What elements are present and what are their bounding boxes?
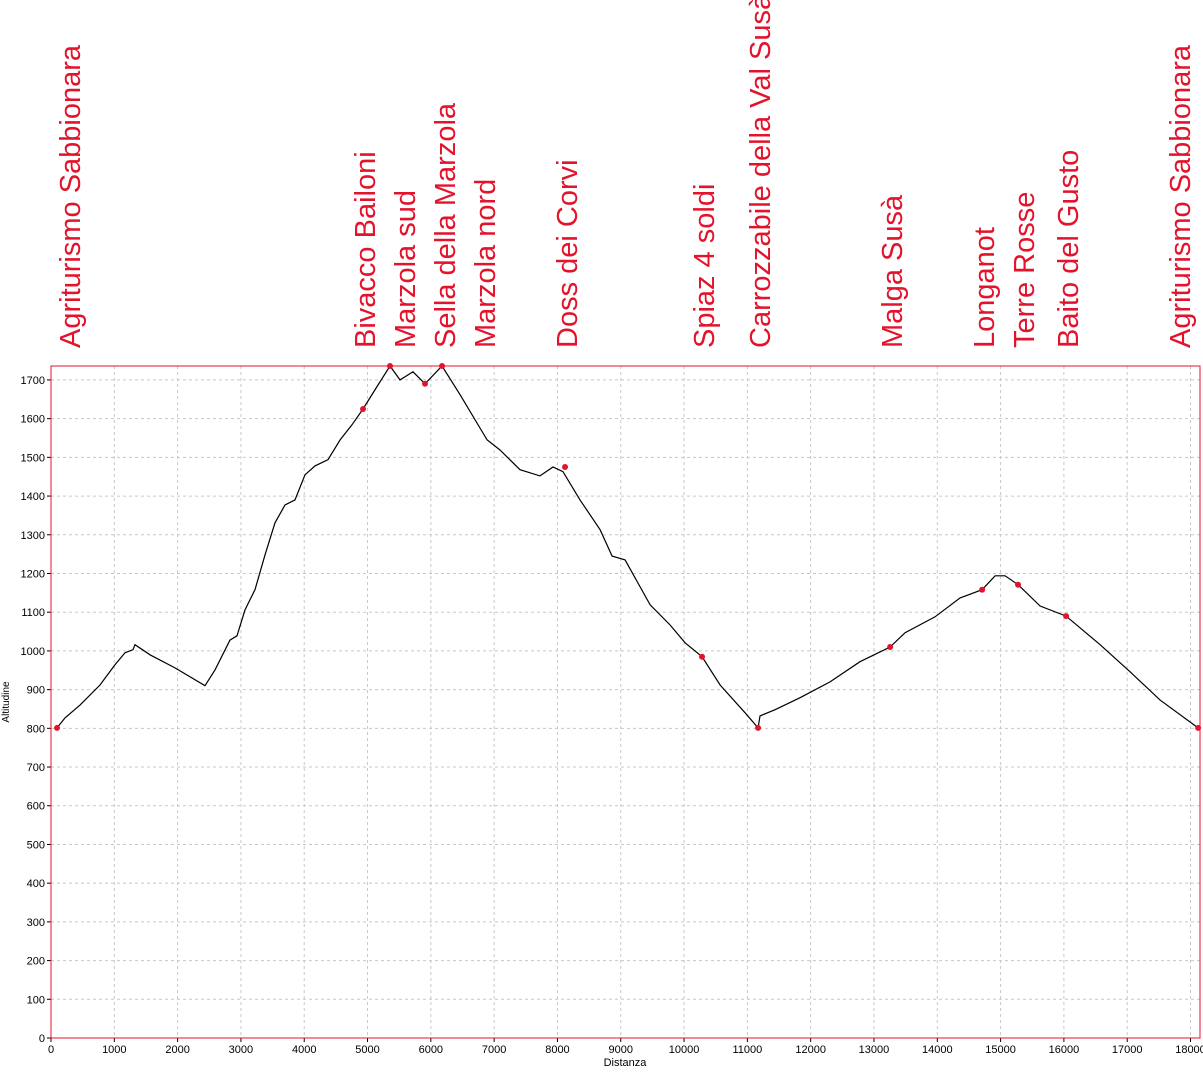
waypoint-dot — [1195, 724, 1202, 731]
y-tick-label: 1100 — [21, 607, 45, 619]
plot-border — [50, 365, 1201, 1039]
waypoint-dot — [562, 464, 569, 471]
waypoint-dot — [1063, 613, 1070, 620]
waypoint-label: Baito del Gusto — [1053, 150, 1085, 348]
y-tick-label: 1000 — [21, 646, 45, 658]
x-tick-label: 8000 — [545, 1044, 569, 1056]
y-tick-label: 0 — [39, 1033, 45, 1045]
y-tick-label: 800 — [27, 723, 45, 735]
waypoint-dot — [887, 644, 894, 651]
waypoint-dot — [755, 724, 762, 731]
y-tick-label: 700 — [27, 762, 45, 774]
waypoint-label: Agriturismo Sabbionara — [55, 44, 87, 348]
y-tick-label: 600 — [27, 801, 45, 813]
waypoint-dot — [1015, 581, 1022, 588]
waypoint-label: Sella della Marzola — [430, 102, 462, 348]
y-tick-label: 1500 — [21, 452, 45, 464]
x-tick-label: 14000 — [922, 1044, 953, 1056]
profile-line — [56, 364, 1199, 730]
waypoint-dot — [360, 405, 367, 412]
y-tick-label: 500 — [27, 839, 45, 851]
waypoint-dot — [699, 653, 706, 660]
x-tick-label: 2000 — [165, 1044, 189, 1056]
x-tick-label: 16000 — [1049, 1044, 1080, 1056]
y-axis-label: Altitudine — [1, 681, 12, 723]
y-tick-label: 1200 — [21, 568, 45, 580]
y-tick-label: 400 — [27, 878, 45, 890]
y-tick-label: 1400 — [21, 491, 45, 503]
waypoint-label: Spiaz 4 soldi — [689, 184, 721, 348]
x-tick-label: 7000 — [482, 1044, 506, 1056]
waypoint-label: Malga Susà — [877, 194, 909, 348]
y-tick-label: 100 — [27, 994, 45, 1006]
waypoint-label: Doss dei Corvi — [552, 159, 584, 348]
y-tick-label: 1300 — [21, 530, 45, 542]
x-tick-label: 15000 — [985, 1044, 1016, 1056]
x-tick-label: 6000 — [419, 1044, 443, 1056]
x-tick-label: 12000 — [795, 1044, 826, 1056]
waypoint-dot — [439, 363, 446, 369]
x-tick-label: 5000 — [355, 1044, 379, 1056]
x-axis-label: Distanza — [604, 1057, 648, 1069]
waypoint-label: Longanot — [969, 227, 1001, 348]
waypoint-label: Bivacco Bailoni — [350, 151, 382, 348]
y-tick-label: 1600 — [21, 414, 45, 426]
x-tick-label: 17000 — [1112, 1044, 1143, 1056]
x-tick-label: 0 — [48, 1044, 54, 1056]
y-tick-label: 300 — [27, 917, 45, 929]
x-tick-label: 10000 — [669, 1044, 700, 1056]
y-tick-label: 200 — [27, 956, 45, 968]
waypoint-dot — [422, 380, 429, 387]
waypoint-label: Marzola nord — [470, 179, 502, 348]
waypoint-dot — [54, 724, 61, 731]
y-tick-label: 1700 — [21, 375, 45, 387]
waypoint-label: Terre Rosse — [1009, 192, 1041, 348]
waypoint-label: Carrozzabile della Val Susà — [745, 0, 777, 348]
waypoint-label: Agriturismo Sabbionara — [1165, 44, 1197, 348]
waypoint-label: Marzola sud — [390, 190, 422, 348]
y-tick-label: 900 — [27, 685, 45, 697]
waypoint-dot — [979, 586, 986, 593]
waypoint-dot — [387, 363, 394, 369]
x-tick-label: 3000 — [229, 1044, 253, 1056]
x-tick-label: 9000 — [609, 1044, 633, 1056]
x-tick-label: 13000 — [859, 1044, 890, 1056]
x-tick-label: 1000 — [102, 1044, 126, 1056]
x-tick-label: 4000 — [292, 1044, 316, 1056]
x-tick-label: 18000 — [1175, 1044, 1203, 1056]
x-tick-label: 11000 — [732, 1044, 762, 1056]
